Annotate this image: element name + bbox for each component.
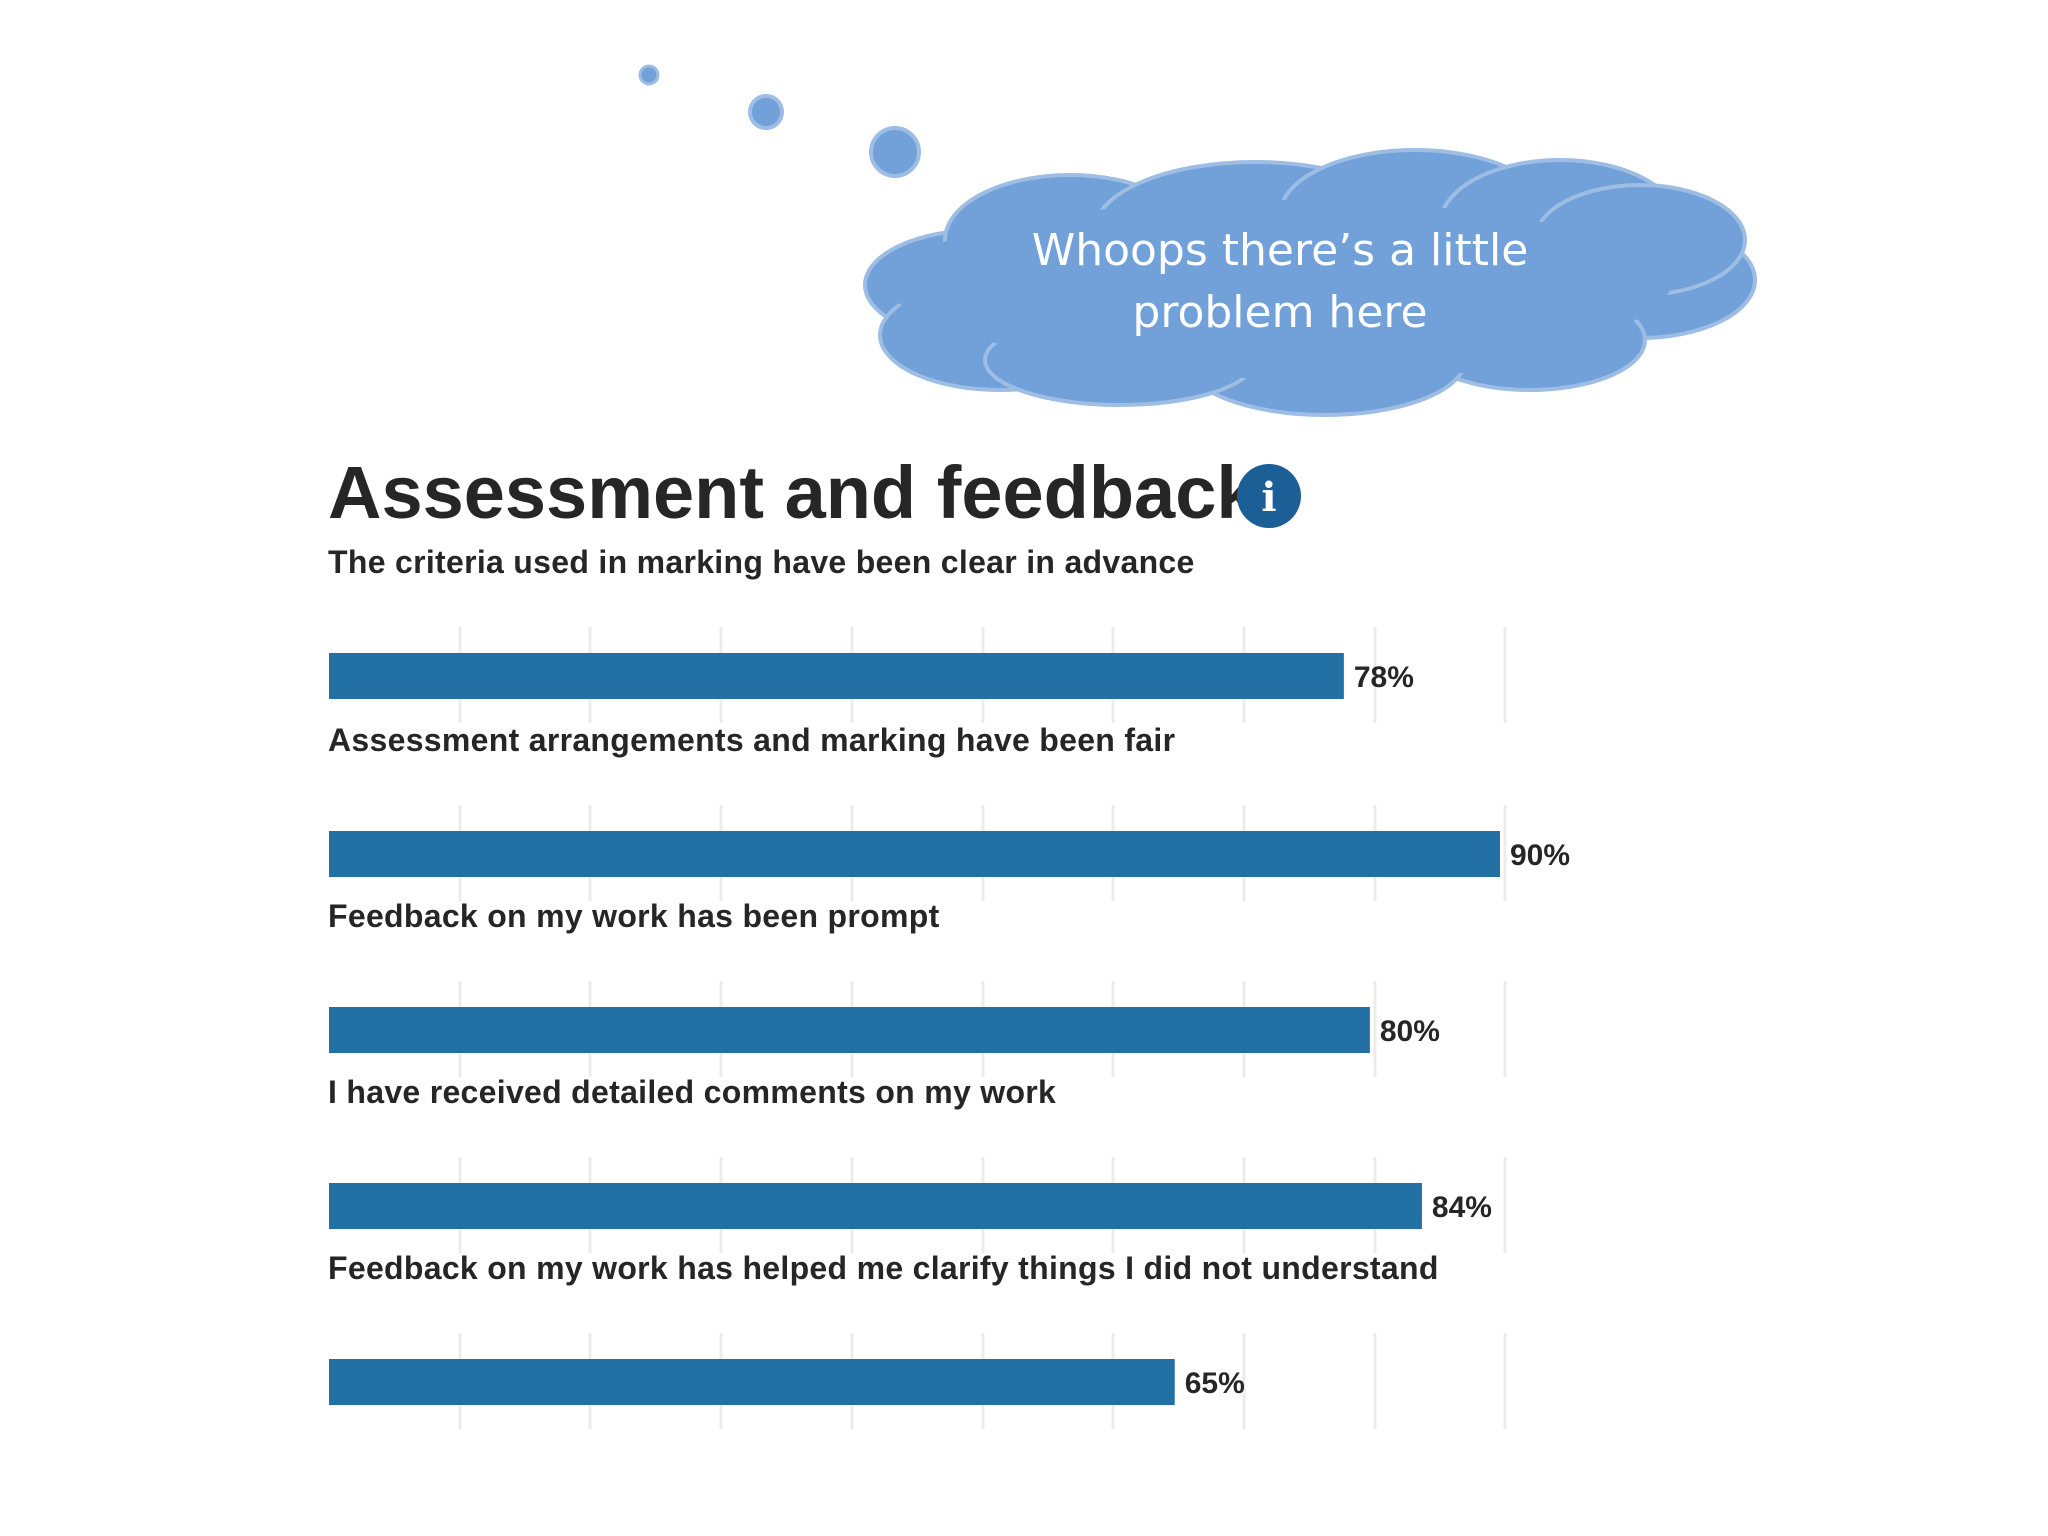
thought-dot-small <box>638 64 660 86</box>
category-label: Assessment arrangements and marking have… <box>328 722 1175 758</box>
bar <box>329 831 1500 877</box>
bar <box>329 653 1344 699</box>
chart-row: Feedback on my work has been prompt 80% <box>328 898 1507 1077</box>
category-label: The criteria used in marking have been c… <box>328 544 1195 580</box>
chart-row: The criteria used in marking have been c… <box>328 544 1507 723</box>
category-label: Feedback on my work has helped me clarif… <box>328 1250 1439 1286</box>
bar <box>329 1359 1175 1405</box>
bar-chart: The criteria used in marking have been c… <box>328 544 1570 1429</box>
chart-row: Feedback on my work has helped me clarif… <box>328 1250 1507 1429</box>
info-icon[interactable]: i <box>1237 464 1301 528</box>
callout-line-1: Whoops there’s a little <box>1032 225 1529 276</box>
chart-row: Assessment arrangements and marking have… <box>328 722 1570 901</box>
svg-text:i: i <box>1261 474 1276 521</box>
category-label: Feedback on my work has been prompt <box>328 898 940 934</box>
bar <box>329 1007 1370 1053</box>
category-label: I have received detailed comments on my … <box>328 1074 1056 1110</box>
thought-dot-medium <box>748 94 784 130</box>
value-label: 78% <box>1354 661 1414 694</box>
thought-bubble: Whoops there’s a little problem here <box>638 64 1757 417</box>
value-label: 90% <box>1510 839 1570 872</box>
bar <box>329 1183 1422 1229</box>
callout-line-2: problem here <box>1132 287 1427 338</box>
chart-row: I have received detailed comments on my … <box>328 1074 1507 1253</box>
value-label: 84% <box>1432 1191 1492 1224</box>
thought-dot-large <box>869 126 921 178</box>
value-label: 65% <box>1185 1367 1245 1400</box>
chart-title: Assessment and feedback <box>328 451 1258 534</box>
value-label: 80% <box>1380 1015 1440 1048</box>
